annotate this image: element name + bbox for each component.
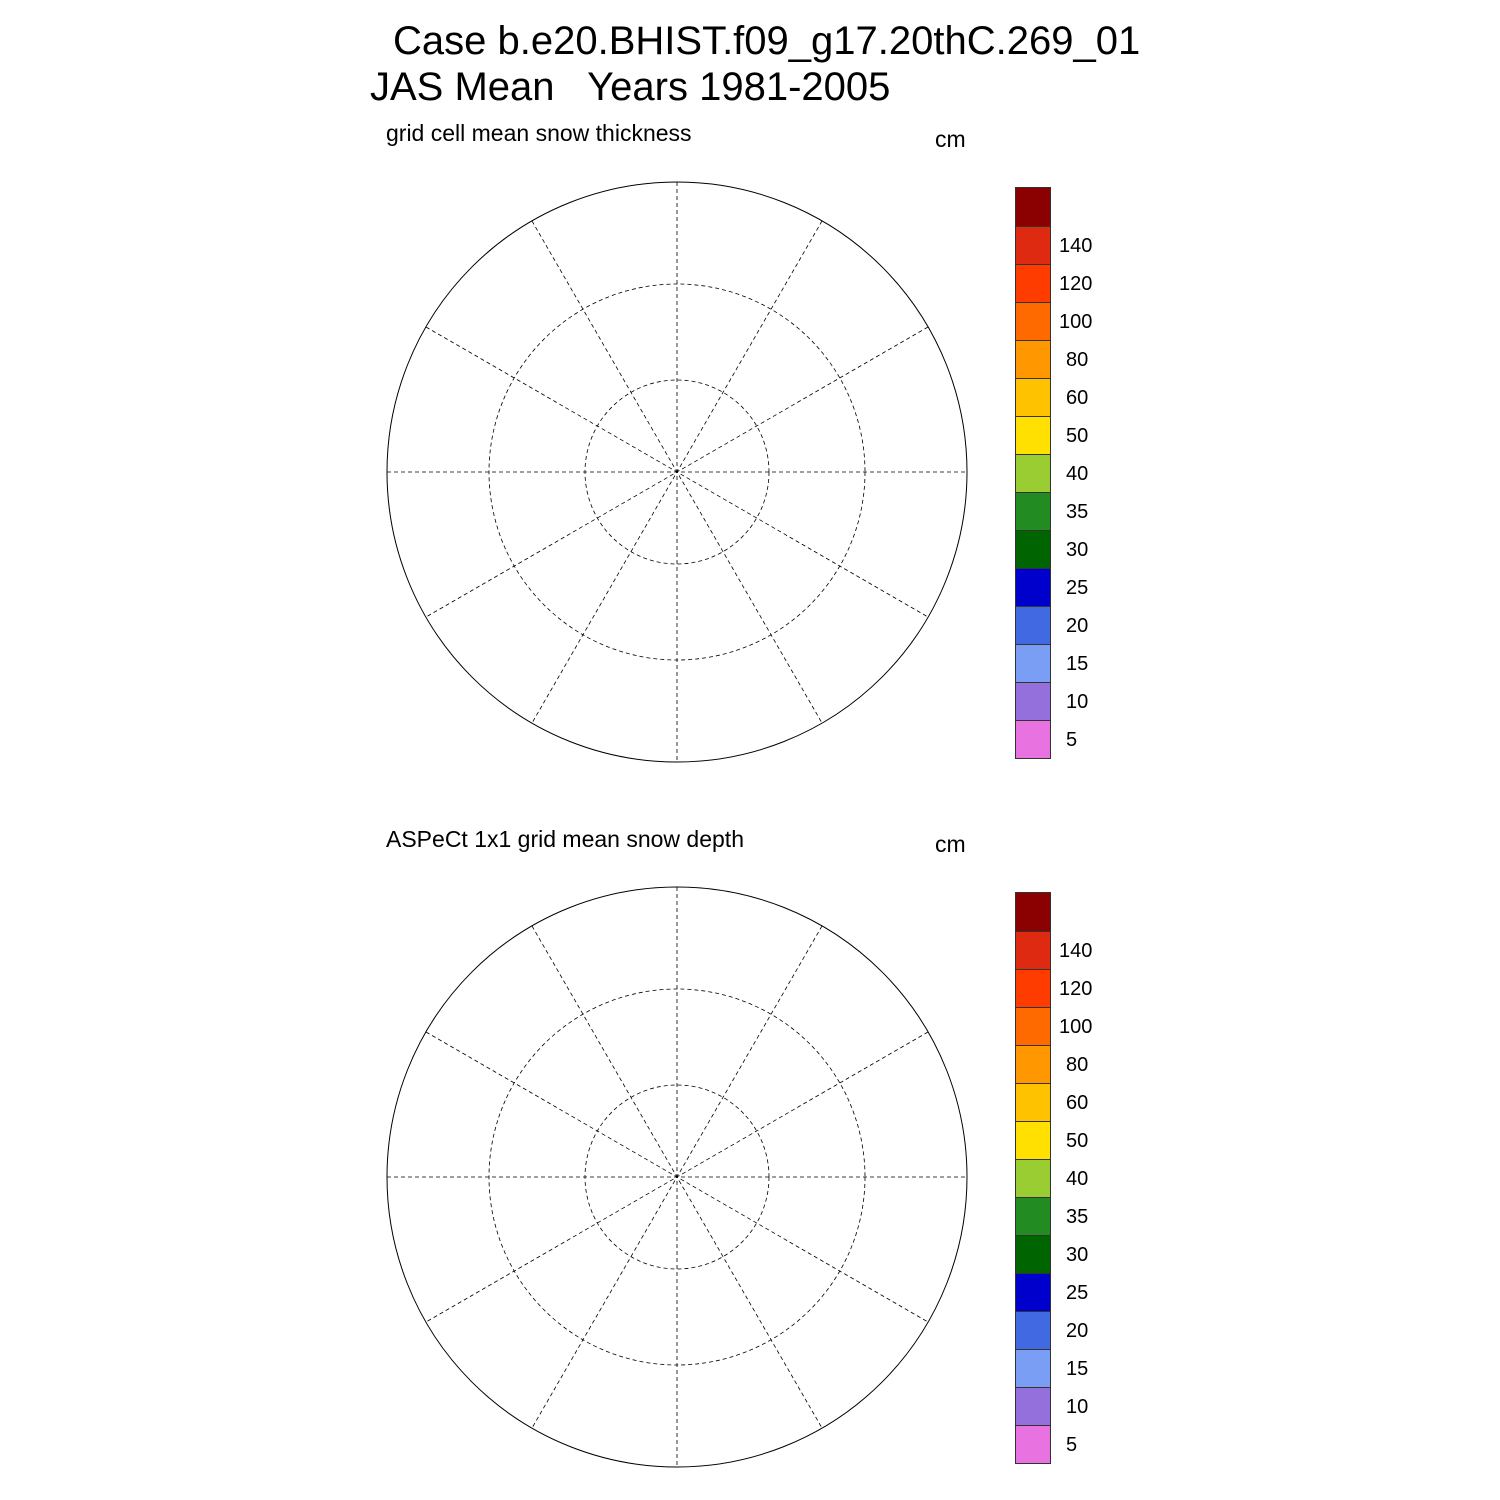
panel2-colorbar-tick-label: 20	[1066, 1320, 1089, 1342]
panel2-colorbar-cell	[1016, 1235, 1050, 1273]
panel1-colorbar-tick-label: 140	[1059, 235, 1093, 257]
panel1-colorbar-tick-label: 40	[1066, 463, 1089, 485]
panel1-units: cm	[935, 126, 966, 152]
panel2-colorbar-tick-label: 5	[1066, 1434, 1078, 1456]
panel2-colorbar-cell	[1016, 1387, 1050, 1425]
panel2-colorbar-tick-label: 10	[1066, 1396, 1089, 1418]
panel1-colorbar-tick-label: 5	[1066, 729, 1078, 751]
panel1-colorbar-cell	[1016, 416, 1050, 454]
panel2-colorbar-tick-label: 80	[1066, 1054, 1089, 1076]
panel1-colorbar-cell	[1016, 340, 1050, 378]
panel2-units: cm	[935, 831, 966, 857]
panel2-colorbar-tick-label: 30	[1066, 1244, 1089, 1266]
panel2-colorbar-tick-label: 100	[1059, 1016, 1093, 1038]
panel2-label: ASPeCt 1x1 grid mean snow depth	[386, 826, 744, 852]
panel1-colorbar-tick-label: 30	[1066, 539, 1089, 561]
panel1-colorbar-cell	[1016, 568, 1050, 606]
panel1-colorbar-tick-label: 20	[1066, 615, 1089, 637]
panel1-colorbar	[1015, 187, 1051, 759]
panel1-colorbar-cell	[1016, 682, 1050, 720]
panel2-colorbar-tick-label: 120	[1059, 978, 1093, 1000]
panel2-colorbar-cell	[1016, 893, 1050, 931]
panel1-colorbar-tick-label: 120	[1059, 273, 1093, 295]
panel1-colorbar-cell	[1016, 378, 1050, 416]
panel1-colorbar-cell	[1016, 188, 1050, 226]
panel1-colorbar-tick-label: 100	[1059, 311, 1093, 333]
panel2-colorbar-cell	[1016, 1273, 1050, 1311]
panel1-colorbar-cell	[1016, 644, 1050, 682]
panel1-map	[386, 181, 968, 763]
panel1-colorbar-tick-label: 35	[1066, 501, 1089, 523]
panel2-colorbar-tick-label: 40	[1066, 1168, 1089, 1190]
panel1-colorbar-tick-label: 60	[1066, 387, 1089, 409]
panel2-colorbar-cell	[1016, 931, 1050, 969]
panel2-colorbar-cell	[1016, 1121, 1050, 1159]
panel2-colorbar-tick-label: 35	[1066, 1206, 1089, 1228]
panel2-colorbar-cell	[1016, 1159, 1050, 1197]
panel2-colorbar-tick-label: 60	[1066, 1092, 1089, 1114]
panel1-graticule	[387, 182, 967, 762]
panel2-colorbar-tick-label: 50	[1066, 1130, 1089, 1152]
panel2-colorbar-cell	[1016, 1349, 1050, 1387]
panel2-colorbar-cell	[1016, 969, 1050, 1007]
panel1-colorbar-tick-label: 25	[1066, 577, 1089, 599]
panel1-colorbar-tick-label: 15	[1066, 653, 1089, 675]
panel2-colorbar-tick-label: 25	[1066, 1282, 1089, 1304]
panel1-colorbar-cell	[1016, 302, 1050, 340]
panel1-colorbar-cell	[1016, 606, 1050, 644]
panel1-colorbar-tick-label: 10	[1066, 691, 1089, 713]
panel1-colorbar-cell	[1016, 530, 1050, 568]
panel2-colorbar-cell	[1016, 1425, 1050, 1463]
panel1-label: grid cell mean snow thickness	[386, 120, 692, 146]
panel1-colorbar-cell	[1016, 226, 1050, 264]
figure-title-period: JAS Mean Years 1981-2005	[370, 65, 891, 109]
panel1-colorbar-tick-label: 50	[1066, 425, 1089, 447]
panel2-map	[386, 886, 968, 1468]
panel2-colorbar-cell	[1016, 1045, 1050, 1083]
panel2-colorbar-tick-label: 15	[1066, 1358, 1089, 1380]
panel1-colorbar-cell	[1016, 454, 1050, 492]
panel2-colorbar-tick-label: 140	[1059, 940, 1093, 962]
panel2-colorbar-cell	[1016, 1007, 1050, 1045]
panel2-colorbar-cell	[1016, 1197, 1050, 1235]
figure-title-case: Case b.e20.BHIST.f09_g17.20thC.269_01	[393, 19, 1141, 63]
panel2-colorbar-cell	[1016, 1083, 1050, 1121]
panel1-colorbar-cell	[1016, 720, 1050, 758]
panel1-colorbar-tick-label: 80	[1066, 349, 1089, 371]
panel2-colorbar	[1015, 892, 1051, 1464]
panel1-colorbar-cell	[1016, 492, 1050, 530]
panel2-graticule	[387, 887, 967, 1467]
panel2-colorbar-cell	[1016, 1311, 1050, 1349]
panel1-colorbar-cell	[1016, 264, 1050, 302]
